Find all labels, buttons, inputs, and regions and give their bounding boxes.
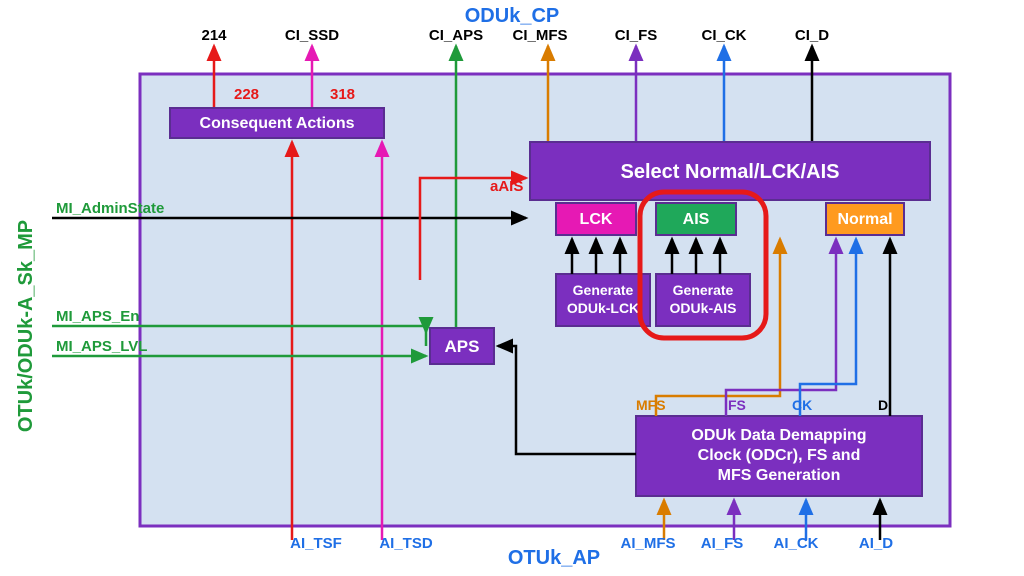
svg-text:MI_APS_En: MI_APS_En bbox=[56, 308, 139, 325]
lbl-assf: 228 bbox=[234, 86, 259, 103]
lbl-ci-d: CI_D bbox=[795, 27, 829, 44]
svg-text:MFS Generation: MFS Generation bbox=[718, 467, 841, 484]
svg-text:ODUk-AIS: ODUk-AIS bbox=[670, 300, 737, 316]
lbl-ci-ssd: CI_SSD bbox=[285, 27, 339, 44]
node-demap: ODUk Data Demapping Clock (ODCr), FS and… bbox=[636, 416, 922, 496]
lbl-ci-fs: CI_FS bbox=[615, 27, 658, 44]
lbl-ci-ck: CI_CK bbox=[701, 27, 746, 44]
lbl-ci-aps: CI_APS bbox=[429, 27, 483, 44]
node-gen-ais: Generate ODUk-AIS bbox=[656, 274, 750, 326]
svg-text:MI_APS_LVL: MI_APS_LVL bbox=[56, 338, 147, 355]
node-normal: Normal bbox=[826, 203, 904, 235]
svg-text:D: D bbox=[878, 397, 888, 413]
title-top: ODUk_CP bbox=[465, 5, 559, 27]
svg-text:Generate: Generate bbox=[673, 282, 734, 298]
svg-text:Select Normal/LCK/AIS: Select Normal/LCK/AIS bbox=[621, 161, 840, 183]
svg-text:FS: FS bbox=[728, 397, 746, 413]
svg-text:APS: APS bbox=[445, 337, 480, 356]
svg-text:Clock (ODCr), FS and: Clock (ODCr), FS and bbox=[698, 447, 861, 464]
title-left: OTUk/ODUk-A_Sk_MP bbox=[15, 220, 37, 432]
node-consequent: Consequent Actions bbox=[170, 108, 384, 138]
svg-text:Consequent Actions: Consequent Actions bbox=[200, 115, 355, 132]
svg-text:AI_CK: AI_CK bbox=[773, 535, 818, 552]
svg-text:AIS: AIS bbox=[683, 211, 710, 228]
svg-text:MI_AdminState: MI_AdminState bbox=[56, 200, 164, 217]
lbl-ci-mfs: CI_MFS bbox=[512, 27, 567, 44]
title-bottom: OTUk_AP bbox=[508, 547, 600, 569]
lbl-aais: aAIS bbox=[490, 178, 523, 195]
svg-text:AI_MFS: AI_MFS bbox=[620, 535, 675, 552]
svg-text:AI_TSF: AI_TSF bbox=[290, 535, 342, 552]
node-ais: AIS bbox=[656, 203, 736, 235]
svg-text:MFS: MFS bbox=[636, 397, 666, 413]
svg-text:AI_TSD: AI_TSD bbox=[379, 535, 433, 552]
svg-text:AI_D: AI_D bbox=[859, 535, 893, 552]
svg-text:ODUk Data Demapping: ODUk Data Demapping bbox=[691, 427, 866, 444]
svg-text:CK: CK bbox=[792, 397, 812, 413]
svg-text:LCK: LCK bbox=[580, 211, 613, 228]
svg-text:Normal: Normal bbox=[837, 211, 892, 228]
svg-text:ODUk-LCK: ODUk-LCK bbox=[567, 300, 639, 316]
svg-text:AI_FS: AI_FS bbox=[701, 535, 744, 552]
lbl-ci-ssf: 214 bbox=[201, 27, 227, 44]
svg-text:Generate: Generate bbox=[573, 282, 634, 298]
lbl-assd: 318 bbox=[330, 86, 355, 103]
node-gen-lck: Generate ODUk-LCK bbox=[556, 274, 650, 326]
top-labels: 214 CI_SSD CI_APS CI_MFS CI_FS CI_CK CI_… bbox=[201, 27, 829, 44]
node-aps: APS bbox=[430, 328, 494, 364]
node-lck: LCK bbox=[556, 203, 636, 235]
